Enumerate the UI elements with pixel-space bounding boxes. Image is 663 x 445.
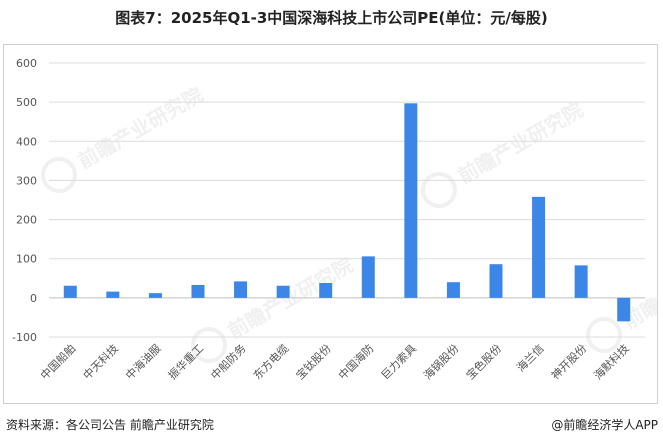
- x-tick-label: 神开股份: [548, 341, 589, 382]
- watermark: 前瞻产业研究院: [421, 98, 587, 208]
- y-tick-label: 500: [16, 96, 37, 109]
- bar: [617, 297, 631, 322]
- bar: [63, 285, 77, 298]
- svg-text:前瞻产业研究院: 前瞻产业研究院: [74, 83, 207, 174]
- svg-text:前瞻产业研究院: 前瞻产业研究院: [454, 98, 587, 189]
- y-axis-ticks: -100 0 100 200 300 400 500 600: [12, 57, 37, 344]
- x-tick-label: 海锅股份: [421, 341, 462, 382]
- brand-credit: @前瞻经济学人APP: [551, 416, 658, 433]
- x-tick-label: 宝钛股份: [293, 341, 334, 382]
- bar: [489, 264, 503, 298]
- x-tick-label: 宝色股份: [463, 341, 504, 382]
- x-tick-label: 中国船舶: [37, 341, 78, 382]
- y-tick-label: 400: [16, 135, 37, 148]
- brand-name: 前瞻经济学人APP: [563, 418, 658, 432]
- bar: [361, 256, 375, 298]
- x-tick-label: 中国海防: [335, 341, 376, 382]
- y-tick-label: -100: [12, 331, 37, 344]
- y-tick-label: 300: [16, 174, 37, 187]
- bar: [148, 293, 162, 298]
- watermark: 前瞻产业研究院: [191, 253, 357, 363]
- bar: [106, 291, 120, 298]
- x-tick-label: 巨力索具: [378, 341, 419, 382]
- y-tick-label: 100: [16, 253, 37, 266]
- chart-frame: 前瞻产业研究院 前瞻产业研究院 前瞻产业研究院 前瞻产业研究院 -100 0 100 200…: [3, 44, 658, 404]
- bar: [276, 285, 290, 298]
- chart-title: 图表7：2025年Q1-3中国深海科技上市公司PE(单位：元/每股): [115, 9, 548, 27]
- bar: [404, 103, 418, 298]
- y-tick-label: 0: [30, 292, 37, 305]
- source-note: 资料来源：各公司公告 前瞻产业研究院: [6, 418, 214, 432]
- bar: [574, 265, 588, 298]
- at-icon: @: [551, 418, 564, 432]
- bar: [532, 196, 546, 298]
- footer: 资料来源：各公司公告 前瞻产业研究院 @前瞻经济学人APP: [6, 416, 658, 436]
- bars: [63, 103, 631, 322]
- bar: [191, 284, 205, 298]
- bar: [446, 282, 460, 298]
- x-tick-label: 东方电缆: [250, 341, 291, 382]
- x-tick-label: 中天科技: [80, 341, 121, 382]
- x-axis-ticks: 中国船舶 中天科技 中海油服 振华重工 中船防务 东方电缆 宝钛股份 中国海防 巨力索具 海锅股份…: [37, 341, 631, 382]
- bar: [234, 281, 248, 298]
- gridlines: [49, 62, 645, 338]
- x-tick-label: 中海油服: [123, 341, 164, 382]
- watermark: 前瞻产业研究院: [41, 83, 207, 193]
- x-tick-label: 海兰信: [513, 341, 546, 374]
- bar: [319, 282, 333, 298]
- y-tick-label: 200: [16, 214, 37, 227]
- x-tick-label: 振华重工: [165, 341, 206, 382]
- y-tick-label: 600: [16, 57, 37, 70]
